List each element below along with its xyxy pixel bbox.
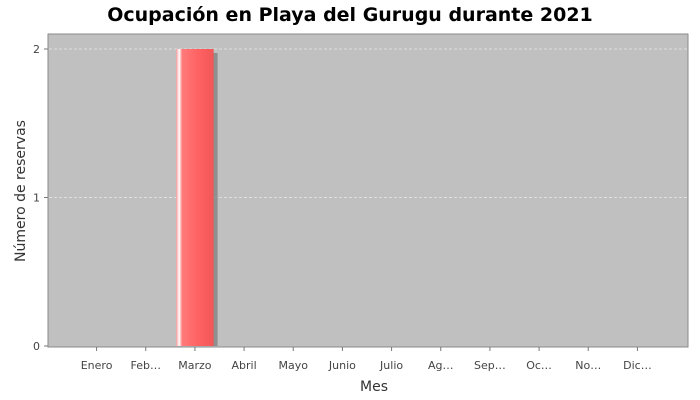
y-axis: 0 1 2 — [33, 43, 48, 353]
bar-marzo — [176, 49, 214, 346]
x-tick-label: Abril — [232, 359, 257, 372]
gridlines — [49, 48, 687, 198]
x-tick-label: Mayo — [279, 359, 309, 372]
x-tick-label: Feb… — [131, 359, 161, 372]
x-axis-title: Mes — [360, 379, 388, 395]
y-tick-label: 1 — [33, 192, 40, 205]
bars — [176, 49, 218, 346]
x-tick-label: Enero — [81, 359, 113, 372]
x-tick-label: Ag… — [428, 359, 454, 372]
y-tick-label: 2 — [33, 43, 40, 56]
y-axis-title: Número de reservas — [13, 120, 29, 262]
x-tick-label: Julio — [379, 359, 403, 372]
x-tick-label: Marzo — [178, 359, 212, 372]
plot-area — [47, 33, 689, 348]
x-axis: Enero Feb… Marzo Abril Mayo Junio Julio Ag… Sep…… — [81, 347, 652, 372]
x-tick-label: Sep… — [474, 359, 506, 372]
x-tick-label: Junio — [328, 359, 356, 372]
x-tick-label: Oc… — [526, 359, 552, 372]
x-tick-label: Dic… — [623, 359, 652, 372]
x-tick-label: No… — [575, 359, 601, 372]
chart-title: Ocupación en Playa del Gurugu durante 20… — [107, 4, 593, 26]
y-tick-label: 0 — [33, 340, 40, 353]
